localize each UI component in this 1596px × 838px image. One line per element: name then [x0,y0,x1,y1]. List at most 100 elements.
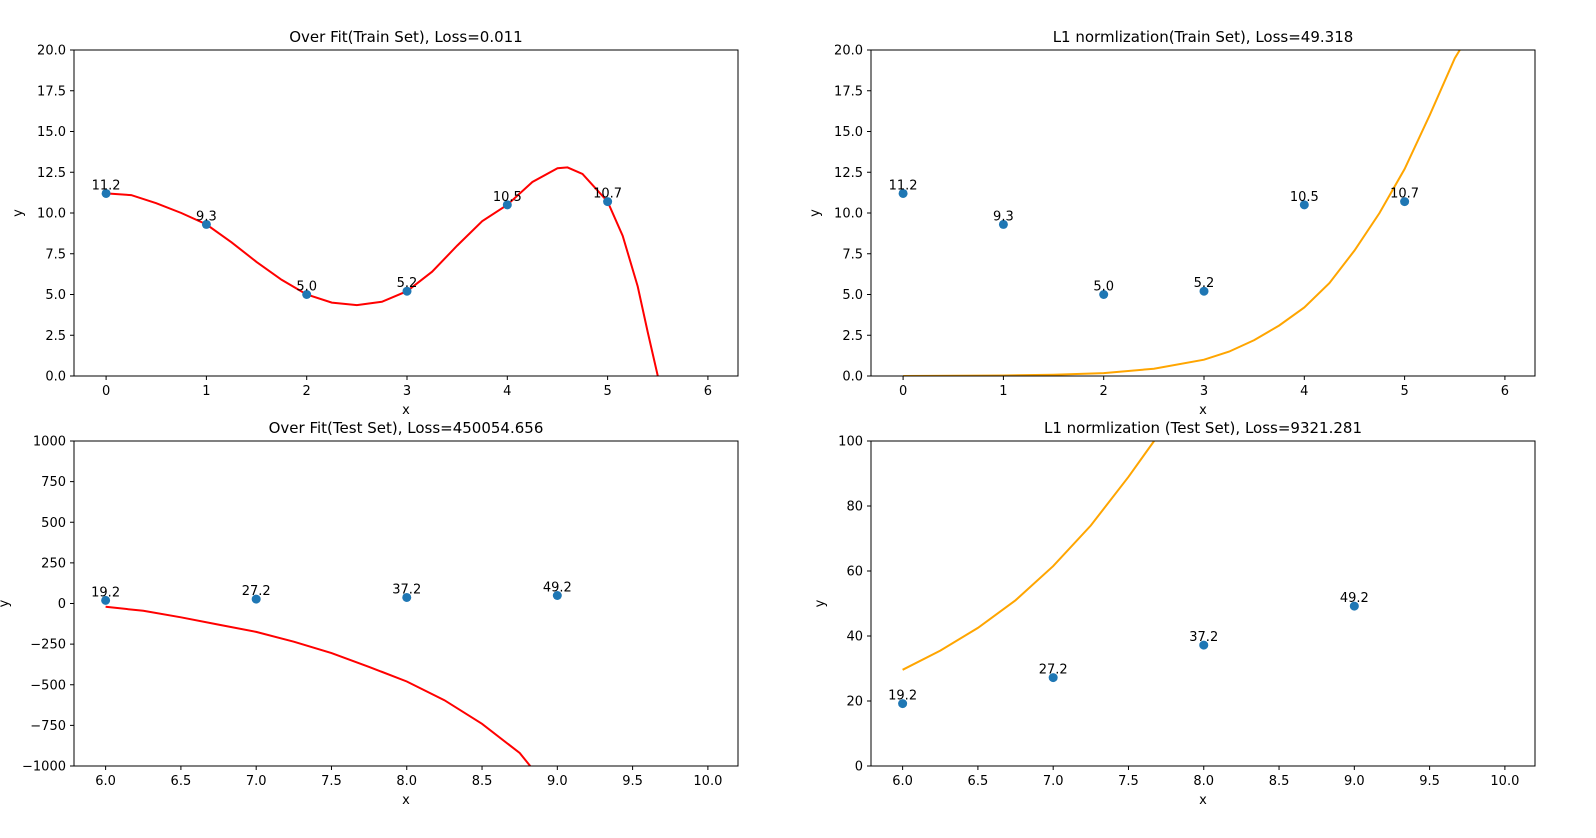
subplot-1: 11.2 9.3 5.0 5.2 10.5 10.7 0 1 2 3 4 5 6 0.0 2.5 5.0 7.5… [11,28,739,418]
y-tick-label: 0 [855,760,863,775]
x-tick-label: 7.0 [1043,774,1064,789]
data-label: 27.2 [1039,663,1068,678]
data-label: 10.5 [1290,190,1319,205]
data-label: 5.2 [397,276,418,291]
x-tick-label: 9.0 [1344,774,1365,789]
x-axis-label: x [402,793,410,808]
x-tick-label: 8.0 [396,774,417,789]
x-tick-label: 10.0 [1490,774,1519,789]
data-label: 49.2 [543,581,572,596]
data-label: 49.2 [1340,591,1369,606]
y-tick-label: 7.5 [842,247,863,262]
data-label: 10.5 [493,190,522,205]
y-axis-label: y [808,209,823,217]
data-label: 27.2 [242,584,271,599]
data-label: 19.2 [91,585,120,600]
data-label: 9.3 [196,209,217,224]
x-tick-label: 6 [1501,384,1509,399]
x-tick-label: 0 [899,384,907,399]
x-tick-label: 9.0 [547,774,568,789]
plot-frame [870,49,1536,377]
data-point [1299,200,1309,210]
y-axis-label: y [11,209,26,217]
y-tick-label: 5.0 [842,288,863,303]
x-tick-label: 8.5 [1269,774,1290,789]
data-label: 37.2 [1189,630,1218,645]
data-point [101,188,111,198]
x-tick-label: 1 [202,384,210,399]
data-label: 9.3 [993,209,1014,224]
y-tick-label: 0.0 [842,370,863,385]
x-tick-label: 8.0 [1193,774,1214,789]
subplot-3: 19.2 27.2 37.2 49.2 6.0 6.5 7.0 7.5 8.0 8.5 9.0 9.5… [0,419,739,808]
y-tick-label: 0 [58,597,66,612]
data-point [402,286,412,296]
data-label: 10.7 [593,187,622,202]
y-tick-label: 10.0 [37,207,66,222]
data-point [1048,673,1058,683]
y-tick-label: 12.5 [37,166,66,181]
data-label: 5.2 [1194,276,1215,291]
y-tick-label: 15.0 [37,125,66,140]
y-tick-label: 7.5 [45,247,66,262]
data-label: 5.0 [296,280,317,295]
y-tick-label: 20 [846,695,863,710]
x-tick-label: 9.5 [622,774,643,789]
x-tick-label: 6.0 [892,774,913,789]
plot-frame [73,440,739,767]
y-tick-label: 15.0 [834,125,863,140]
chart-title: L1 normlization (Test Set), Loss=9321.28… [1044,419,1362,437]
data-point [251,594,261,604]
data-label: 10.7 [1390,187,1419,202]
data-point [1199,286,1209,296]
chart-title: Over Fit(Train Set), Loss=0.011 [289,28,522,46]
data-point [502,200,512,210]
data-point [998,219,1008,229]
x-axis-label: x [1199,403,1207,418]
data-point [898,699,908,709]
chart-title: Over Fit(Test Set), Loss=450054.656 [269,419,544,437]
y-tick-label: 0.0 [45,370,66,385]
data-label: 19.2 [888,689,917,704]
data-point [603,197,613,207]
data-point [552,591,562,601]
x-tick-label: 2 [1100,384,1108,399]
y-tick-label: −1000 [22,760,66,775]
y-tick-label: 2.5 [842,329,863,344]
x-tick-label: 3 [403,384,411,399]
y-tick-label: 100 [838,435,863,450]
data-label: 11.2 [889,178,918,193]
data-point [402,592,412,602]
y-tick-label: 20.0 [37,44,66,59]
y-tick-label: 10.0 [834,207,863,222]
y-tick-label: 60 [846,565,863,580]
fit-curve [105,605,531,766]
x-tick-label: 2 [303,384,311,399]
x-tick-label: 7.0 [246,774,267,789]
x-tick-label: 7.5 [1118,774,1139,789]
x-tick-label: 6.5 [171,774,192,789]
data-point [898,188,908,198]
data-point [1400,197,1410,207]
y-tick-label: 2.5 [45,329,66,344]
y-tick-label: 5.0 [45,288,66,303]
y-axis-label: y [0,599,12,607]
y-tick-label: 17.5 [834,84,863,99]
x-axis-label: x [1199,793,1207,808]
x-tick-label: 6.0 [95,774,116,789]
y-tick-label: 17.5 [37,84,66,99]
chart-title: L1 normlization(Train Set), Loss=49.318 [1053,28,1354,46]
y-tick-label: 500 [41,516,66,531]
x-tick-label: 3 [1200,384,1208,399]
plot-frame [73,49,739,377]
x-tick-label: 1 [999,384,1007,399]
x-tick-label: 5 [1400,384,1408,399]
x-tick-label: 10.0 [693,774,722,789]
x-tick-label: 4 [503,384,511,399]
data-point [302,290,312,299]
y-tick-label: 80 [846,500,863,515]
plot-frame [870,440,1536,767]
x-tick-label: 9.5 [1419,774,1440,789]
data-label: 11.2 [92,178,121,193]
data-point [201,219,211,229]
